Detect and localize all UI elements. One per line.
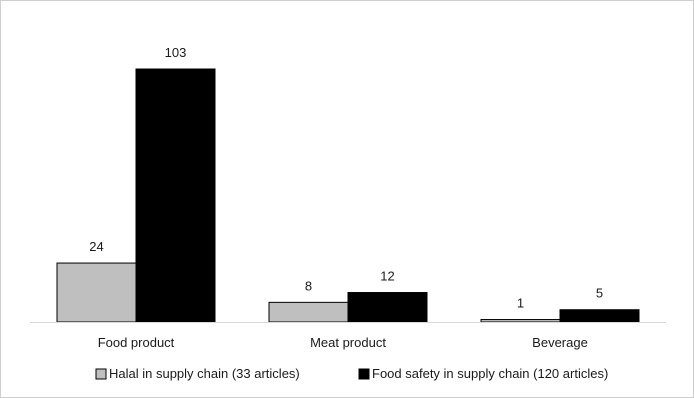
value-labels-group: 24 103 8 12 1 5 (89, 45, 603, 311)
value-label: 24 (89, 239, 103, 254)
category-labels-group: Food product Meat product Beverage (98, 335, 588, 350)
bar-food-safety-food-product (135, 68, 216, 323)
legend-swatch-halal (95, 368, 107, 380)
value-label: 12 (380, 269, 394, 284)
category-label: Food product (98, 335, 175, 350)
value-label: 103 (165, 45, 187, 60)
legend: Halal in supply chain (33 articles) Food … (95, 366, 608, 381)
bar-food-safety-meat-product (347, 292, 428, 323)
legend-swatch-food-safety (358, 368, 370, 380)
bars-group (56, 68, 640, 323)
category-label: Meat product (310, 335, 386, 350)
bar-halal-beverage (480, 319, 561, 323)
value-label: 5 (596, 286, 603, 301)
legend-label-food-safety: Food safety in supply chain (120 article… (372, 366, 608, 381)
bar-halal-meat-product (268, 301, 349, 323)
value-label: 1 (517, 296, 524, 311)
category-label: Beverage (532, 335, 588, 350)
legend-label-halal: Halal in supply chain (33 articles) (109, 366, 300, 381)
bar-food-safety-beverage (559, 309, 640, 323)
bar-halal-food-product (56, 262, 137, 323)
value-label: 8 (305, 278, 312, 293)
